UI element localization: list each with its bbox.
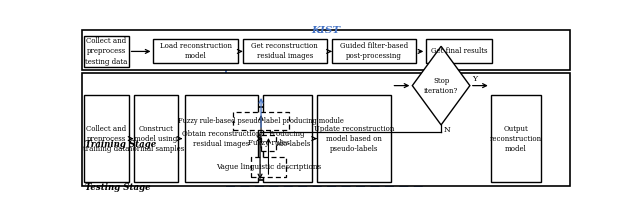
Text: Collect and
preprocess
training data: Collect and preprocess training data	[83, 125, 129, 153]
Text: Load reconstruction
model: Load reconstruction model	[159, 42, 232, 60]
Text: Output
reconstruction
model: Output reconstruction model	[490, 125, 542, 153]
Text: Y: Y	[472, 75, 477, 83]
Text: Get reconstruction
residual images: Get reconstruction residual images	[252, 42, 318, 60]
Text: Guided filter-based
post-processing: Guided filter-based post-processing	[340, 42, 408, 60]
FancyBboxPatch shape	[332, 40, 416, 63]
Polygon shape	[412, 46, 470, 125]
FancyBboxPatch shape	[262, 95, 312, 182]
FancyBboxPatch shape	[243, 40, 327, 63]
Text: Fuzzy rule-based pseudo-label producing module: Fuzzy rule-based pseudo-label producing …	[178, 117, 344, 125]
FancyBboxPatch shape	[491, 95, 541, 182]
FancyBboxPatch shape	[317, 95, 392, 182]
Text: Testing Stage: Testing Stage	[85, 183, 150, 192]
FancyBboxPatch shape	[233, 112, 289, 130]
Text: Collect and
preprocess
testing data: Collect and preprocess testing data	[85, 37, 127, 65]
Text: Obtain reconstruction
residual images: Obtain reconstruction residual images	[182, 130, 260, 148]
Text: Update reconstruction
model based on
pseudo-labels: Update reconstruction model based on pse…	[314, 125, 394, 153]
FancyBboxPatch shape	[261, 135, 276, 151]
FancyBboxPatch shape	[426, 40, 492, 63]
FancyBboxPatch shape	[185, 95, 257, 182]
FancyBboxPatch shape	[84, 36, 129, 67]
FancyBboxPatch shape	[83, 73, 570, 186]
Text: Training Stage: Training Stage	[85, 140, 156, 149]
Text: Construct
model using
normal samples: Construct model using normal samples	[128, 125, 184, 153]
Text: Stop
iteration?: Stop iteration?	[424, 77, 458, 95]
Text: Vague linguistic descriptions: Vague linguistic descriptions	[216, 163, 321, 171]
FancyBboxPatch shape	[83, 30, 570, 70]
FancyBboxPatch shape	[84, 95, 129, 182]
Text: Get final results: Get final results	[431, 48, 487, 56]
Text: Producing
pseudo-labels: Producing pseudo-labels	[263, 130, 312, 148]
FancyBboxPatch shape	[231, 107, 286, 180]
Text: KIST: KIST	[311, 26, 340, 35]
FancyBboxPatch shape	[154, 40, 237, 63]
Text: Fuzzy rules: Fuzzy rules	[248, 139, 289, 147]
FancyBboxPatch shape	[251, 157, 286, 177]
FancyBboxPatch shape	[134, 95, 178, 182]
Text: N: N	[444, 126, 451, 134]
Text: Knowledge: Knowledge	[237, 116, 289, 124]
